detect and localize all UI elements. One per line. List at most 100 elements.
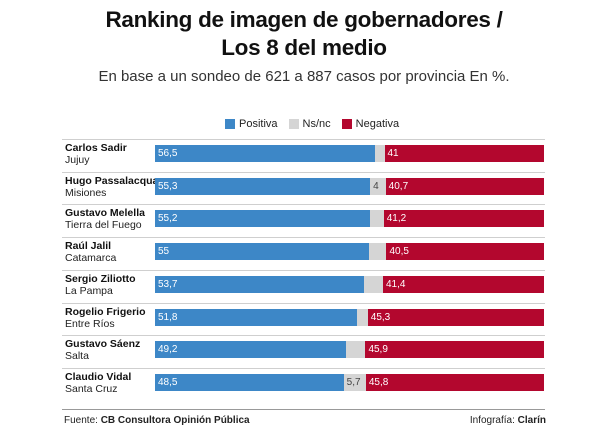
- chart-legend: Positiva Ns/nc Negativa: [225, 117, 410, 131]
- chart-title: Ranking de imagen de gobernadores / Los …: [0, 6, 608, 62]
- governor-province: Salta: [65, 350, 89, 363]
- bar-segment-positiva: [155, 373, 344, 391]
- stacked-bar: 49,2 45,9: [155, 341, 544, 359]
- row-divider: [62, 171, 545, 173]
- bar-segment-positiva: [155, 177, 371, 195]
- source-prefix: Fuente:: [64, 415, 101, 426]
- stacked-bar: 51,8 45,3: [155, 308, 544, 326]
- legend-swatch-positiva: [225, 119, 235, 129]
- source-name: CB Consultora Opinión Pública: [100, 415, 250, 426]
- bar-segment-negativa: [365, 341, 544, 359]
- bar-value-label: 40,5: [389, 246, 409, 258]
- governor-province: Santa Cruz: [65, 382, 118, 395]
- bar-segment-positiva: [155, 243, 369, 261]
- legend-label-nsnc: Ns/nc: [302, 118, 331, 130]
- governor-label: Carlos Sadir Jujuy: [65, 142, 127, 166]
- governor-name: Claudio Vidal: [65, 370, 132, 383]
- bar-value-label: 53,7: [158, 278, 178, 290]
- source-note: Fuente: CB Consultora Opinión Pública: [64, 415, 250, 426]
- legend-item-positiva: Positiva: [225, 118, 278, 130]
- bar-value-label: 45,9: [368, 344, 388, 356]
- bar-segment-nsnc: [343, 373, 366, 391]
- row-divider: [62, 237, 545, 239]
- governor-label: Raúl Jalil Catamarca: [65, 240, 116, 264]
- row-divider: [62, 302, 545, 304]
- bar-segment-positiva: [155, 210, 370, 228]
- stacked-bar: 48,5 5,7 45,8: [155, 373, 544, 391]
- governor-name: Gustavo Melella: [65, 207, 145, 220]
- bar-value-label: 45,8: [368, 376, 389, 388]
- bar-segment-positiva: [155, 308, 357, 326]
- bar-value-label: 41: [387, 148, 399, 159]
- governor-label: Gustavo Sáenz Salta: [65, 338, 140, 362]
- bar-value-label: 55,2: [158, 213, 178, 225]
- bar-segment-nsnc: [370, 177, 386, 195]
- bar-segment-negativa: [365, 373, 544, 391]
- bar-segment-positiva: [155, 145, 375, 162]
- footer-divider: [62, 409, 545, 410]
- governor-province: Catamarca: [65, 252, 117, 265]
- governor-label: Claudio Vidal Santa Cruz: [65, 371, 131, 395]
- chart-subtitle: En base a un sondeo de 621 a 887 casos p…: [98, 68, 510, 85]
- bar-segment-nsnc: [368, 243, 387, 261]
- stacked-bar: 55,2 41,2: [155, 210, 544, 228]
- governor-label: Hugo Passalacqua Misiones: [65, 175, 158, 199]
- governor-name: Rogelio Frigerio: [65, 305, 146, 318]
- row-divider: [62, 335, 545, 337]
- bar-value-label: 51,8: [158, 311, 178, 323]
- governor-name: Sergio Ziliotto: [65, 272, 136, 285]
- stacked-bar: 53,7 41,4: [155, 275, 544, 293]
- bar-segment-positiva: [155, 275, 364, 293]
- bar-segment-negativa: [382, 275, 544, 293]
- legend-item-nsnc: Ns/nc: [288, 118, 331, 130]
- bar-value-label: 41,4: [385, 278, 406, 290]
- governor-name: Hugo Passalacqua: [65, 174, 159, 187]
- bar-segment-positiva: [155, 341, 347, 359]
- stacked-bar: 56,5 41: [155, 145, 544, 162]
- row-divider: [62, 204, 545, 206]
- chart-title-line-1: Ranking de imagen de gobernadores /: [105, 7, 503, 32]
- credit-name: Clarín: [517, 415, 546, 426]
- stacked-bar: 55 40,5: [155, 243, 544, 261]
- legend-swatch-nsnc: [288, 119, 299, 129]
- governor-province: Tierra del Fuego: [65, 219, 142, 232]
- bar-segment-nsnc: [356, 308, 368, 326]
- bar-value-label: 56,5: [158, 148, 178, 159]
- legend-label-negativa: Negativa: [355, 118, 400, 130]
- bar-segment-nsnc: [374, 145, 385, 162]
- governor-name: Gustavo Sáenz: [65, 338, 141, 351]
- bar-value-label: 48,5: [158, 376, 178, 388]
- governor-name: Raúl Jalil: [65, 240, 112, 253]
- bar-segment-nsnc: [363, 275, 383, 293]
- governor-province: Jujuy: [65, 154, 90, 166]
- bar-segment-negativa: [383, 210, 544, 228]
- bar-value-label: 49,2: [158, 344, 178, 356]
- stacked-bar: 55,3 4 40,7: [155, 177, 544, 195]
- bar-segment-negativa: [386, 243, 544, 261]
- row-divider: [62, 139, 545, 140]
- governor-label: Gustavo Melella Tierra del Fuego: [65, 207, 145, 231]
- governor-province: La Pampa: [65, 284, 113, 297]
- governor-label: Rogelio Frigerio Entre Ríos: [65, 306, 146, 330]
- bar-segment-negativa: [384, 145, 544, 162]
- governor-province: Misiones: [65, 186, 107, 199]
- governor-label: Sergio Ziliotto La Pampa: [65, 273, 136, 297]
- bar-value-label: 45,3: [370, 311, 391, 323]
- bar-value-label: 5,7: [346, 376, 361, 388]
- legend-label-positiva: Positiva: [239, 118, 278, 130]
- credit-note: Infografía: Clarín: [470, 415, 546, 426]
- bar-value-label: 55,3: [158, 180, 178, 192]
- bar-value-label: 41,2: [386, 213, 407, 225]
- bar-segment-negativa: [367, 308, 544, 326]
- governor-province: Entre Ríos: [65, 317, 115, 330]
- row-divider: [62, 269, 545, 271]
- credit-prefix: Infografía:: [469, 415, 518, 426]
- chart-title-line-2: Los 8 del medio: [221, 35, 387, 60]
- legend-item-negativa: Negativa: [341, 118, 400, 130]
- bar-segment-negativa: [385, 177, 544, 195]
- governor-name: Carlos Sadir: [65, 142, 127, 154]
- bar-value-label: 55: [158, 246, 170, 258]
- bar-segment-nsnc: [346, 341, 366, 359]
- bar-segment-nsnc: [369, 210, 384, 228]
